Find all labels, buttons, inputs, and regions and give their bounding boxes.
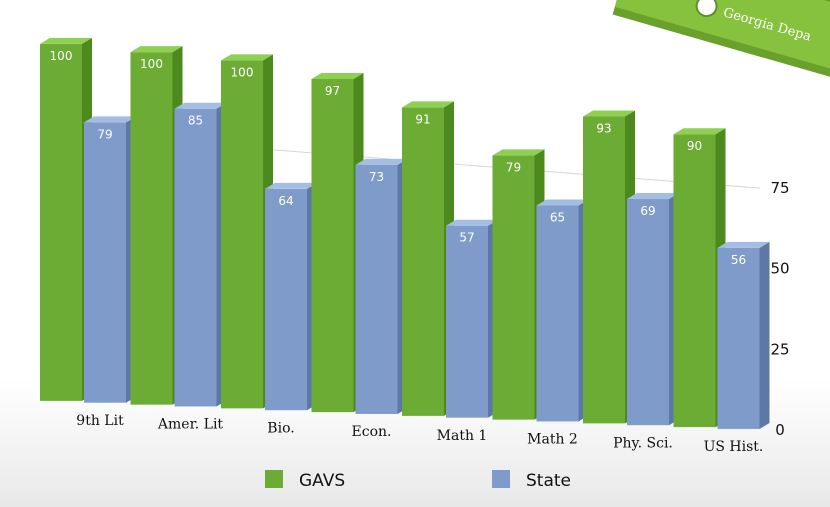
bar-state-4: [355, 158, 408, 414]
data-label-gavs-4: 97: [325, 84, 340, 98]
data-label-state-8: 56: [731, 253, 746, 267]
legend-label-gavs: GAVS: [299, 471, 345, 491]
category-label-7: Phy. Sci.: [613, 435, 673, 451]
y-tick-label-25: 25: [770, 340, 789, 358]
bar-state-3: [265, 182, 317, 411]
category-label-6: Math 2: [527, 432, 578, 448]
category-labels: 9th Lit Amer. Lit Bio. Econ. Math 1 Math 2 Phy…: [76, 413, 763, 455]
category-label-1: 9th Lit: [76, 413, 124, 429]
data-label-gavs-7: 93: [596, 122, 611, 136]
category-label-2: Amer. Lit: [157, 417, 224, 433]
data-label-state-7: 69: [640, 204, 655, 218]
y-axis-ticks: 0 25 50 75: [770, 179, 789, 439]
data-label-gavs-8: 90: [687, 139, 702, 153]
y-tick-label-75: 75: [770, 179, 789, 197]
legend-swatch-gavs: [265, 470, 283, 488]
legend-label-state: State: [526, 471, 571, 491]
bar-state-8: [717, 241, 770, 429]
legend: GAVS State: [265, 470, 571, 491]
category-label-8: US Hist.: [704, 439, 764, 455]
bars: 100 79 100 85 100 64 97 73 91 57 79 65 93 69 90 56: [40, 37, 770, 429]
legend-swatch-state: [492, 470, 510, 488]
bar-state-5: [446, 219, 498, 418]
bar-state-7: [627, 193, 679, 426]
category-label-5: Math 1: [437, 428, 488, 444]
category-label-4: Econ.: [352, 424, 392, 440]
category-label-3: Bio.: [267, 420, 294, 436]
data-label-state-1: 79: [97, 127, 112, 141]
data-label-gavs-2: 100: [140, 57, 163, 71]
bar-state-1: [84, 116, 136, 403]
data-label-gavs-1: 100: [50, 49, 73, 63]
data-label-state-6: 65: [550, 210, 565, 224]
data-label-state-3: 64: [278, 194, 293, 208]
y-tick-label-50: 50: [770, 260, 789, 278]
data-label-state-2: 85: [188, 114, 203, 128]
bar-state-2: [174, 102, 227, 407]
bar-state-6: [536, 199, 589, 422]
data-label-state-4: 73: [369, 170, 384, 184]
data-label-gavs-6: 79: [506, 160, 521, 174]
y-tick-label-0: 0: [775, 421, 785, 439]
data-label-state-5: 57: [459, 231, 474, 245]
data-label-gavs-5: 91: [415, 112, 430, 126]
data-label-gavs-3: 100: [231, 65, 254, 79]
banner: Georgia Depa: [612, 0, 830, 87]
state-seal-icon: [695, 0, 718, 18]
